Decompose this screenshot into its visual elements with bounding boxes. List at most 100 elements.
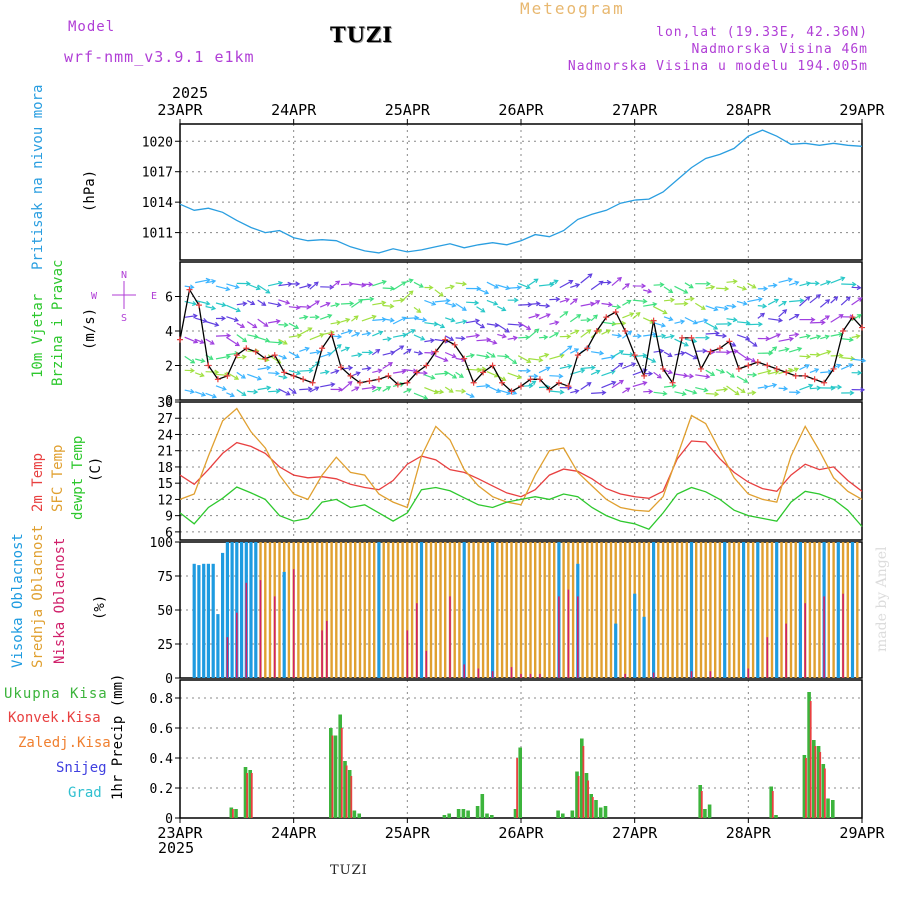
wind-arrow bbox=[434, 390, 444, 393]
wind-arrowhead bbox=[336, 344, 342, 349]
precip-bar bbox=[771, 791, 774, 818]
precip-series-1 bbox=[232, 701, 826, 818]
wind-arrow bbox=[184, 315, 197, 318]
cloud-bar bbox=[211, 563, 215, 678]
wind-arrow bbox=[257, 366, 271, 370]
ytick-label: 6 bbox=[165, 526, 173, 541]
wind-arrow bbox=[351, 332, 360, 337]
wind-arrowhead bbox=[189, 388, 195, 394]
cloud-bar bbox=[264, 542, 267, 678]
wind-arrow bbox=[736, 386, 746, 393]
frozen-precip-label: Zaledj.Kisa bbox=[18, 735, 111, 751]
wind-arrowhead bbox=[381, 279, 387, 285]
wind-arrowhead bbox=[605, 329, 612, 334]
precip-bar bbox=[703, 809, 707, 818]
wind-arrowhead bbox=[430, 374, 436, 380]
cloud-bar bbox=[510, 667, 513, 678]
wind-arrow bbox=[622, 353, 634, 356]
precip-bar bbox=[831, 800, 835, 818]
wind-arrow bbox=[851, 358, 866, 362]
wind-arrowhead bbox=[631, 362, 637, 368]
wind-arrowhead bbox=[440, 323, 446, 329]
cloud-bar bbox=[491, 542, 495, 678]
wind-arrow bbox=[580, 319, 591, 321]
wind-arrow bbox=[622, 362, 636, 370]
wind-arrowhead bbox=[656, 373, 662, 379]
wind-arrow bbox=[716, 306, 728, 310]
wind-arrow bbox=[705, 369, 715, 376]
wind-arrowhead bbox=[526, 368, 532, 374]
wind-arrowhead bbox=[313, 281, 319, 287]
wind-arrowhead bbox=[627, 330, 633, 336]
precip-bar bbox=[480, 794, 485, 818]
wind-arrow bbox=[643, 289, 652, 293]
wind-arrowhead bbox=[856, 285, 862, 291]
wind-marker bbox=[565, 383, 572, 390]
wind-arrowhead bbox=[851, 281, 857, 288]
wind-arrowhead bbox=[208, 355, 214, 360]
wind-arrow bbox=[507, 337, 518, 340]
wind-arrow bbox=[278, 324, 288, 326]
wind-arrow bbox=[747, 357, 756, 363]
wind-arrowhead bbox=[810, 317, 816, 323]
wind-arrowhead bbox=[586, 382, 592, 387]
panel-precip: 0 0.2 0.4 0.6 0.8 bbox=[150, 679, 863, 827]
wind-arrowhead bbox=[193, 338, 199, 344]
wind-arrow bbox=[226, 304, 241, 312]
xtick-label-bottom: 27APR bbox=[612, 824, 658, 842]
wind-arrow bbox=[705, 392, 719, 395]
cloud-bar bbox=[718, 542, 722, 678]
wind-arrow bbox=[444, 386, 454, 393]
wind-arrowhead bbox=[255, 285, 261, 291]
wind-arrow bbox=[715, 368, 725, 373]
wind-arrow bbox=[372, 369, 382, 373]
wind-arrowhead bbox=[683, 301, 689, 307]
wind-arrow bbox=[257, 284, 270, 294]
cloud-bar bbox=[282, 571, 286, 678]
wind-arrow bbox=[653, 371, 662, 379]
wind-arrow bbox=[643, 303, 657, 307]
cloud-bar bbox=[595, 542, 598, 678]
wind-arrow bbox=[538, 283, 554, 287]
wind-arrowhead bbox=[563, 311, 569, 316]
precip-bar bbox=[580, 738, 584, 818]
wind-arrowhead bbox=[344, 346, 351, 352]
wind-arrowhead bbox=[347, 329, 353, 335]
wind-arrowhead bbox=[221, 315, 227, 322]
panel-pressure: 1011 1014 1017 1020 bbox=[142, 123, 863, 261]
wind-arrow bbox=[288, 387, 297, 394]
cloud-bar bbox=[287, 542, 291, 678]
wind-arrow bbox=[434, 372, 449, 375]
wind-marker bbox=[518, 383, 524, 390]
wind-arrowhead bbox=[211, 305, 217, 311]
wind-arrow bbox=[330, 280, 340, 289]
wind-arrowhead bbox=[784, 347, 790, 353]
wind-arrow bbox=[663, 351, 672, 357]
wind-arrowhead bbox=[617, 276, 622, 282]
wind-arrowhead bbox=[209, 340, 215, 345]
wind-arrowhead bbox=[428, 284, 434, 291]
wind-arrow bbox=[528, 278, 539, 286]
wind-arrowhead bbox=[480, 307, 486, 313]
wind-arrowhead bbox=[702, 348, 708, 354]
wind-arrow bbox=[267, 302, 281, 306]
wind-arrowhead bbox=[575, 283, 581, 288]
model-name: wrf-nmm_v3.9.1 e1km bbox=[64, 48, 255, 66]
cloud-bar bbox=[505, 542, 508, 678]
wind-arrow bbox=[424, 299, 436, 306]
precip-bar bbox=[518, 747, 522, 818]
wind-arrowhead bbox=[576, 314, 582, 319]
ytick-label: 24 bbox=[157, 428, 173, 443]
ytick-label: 0 bbox=[165, 812, 173, 827]
wind-arrow bbox=[257, 336, 270, 342]
wind-arrow bbox=[444, 335, 454, 341]
precip-bar bbox=[821, 764, 826, 818]
wind-arrowhead bbox=[545, 313, 551, 318]
precip-bar bbox=[805, 758, 807, 818]
cloud-bar bbox=[419, 542, 424, 678]
wind-arrowhead bbox=[226, 333, 232, 339]
cloud-bar bbox=[410, 542, 414, 678]
wind-arrowhead bbox=[250, 300, 256, 306]
cloud-bar bbox=[316, 542, 319, 678]
